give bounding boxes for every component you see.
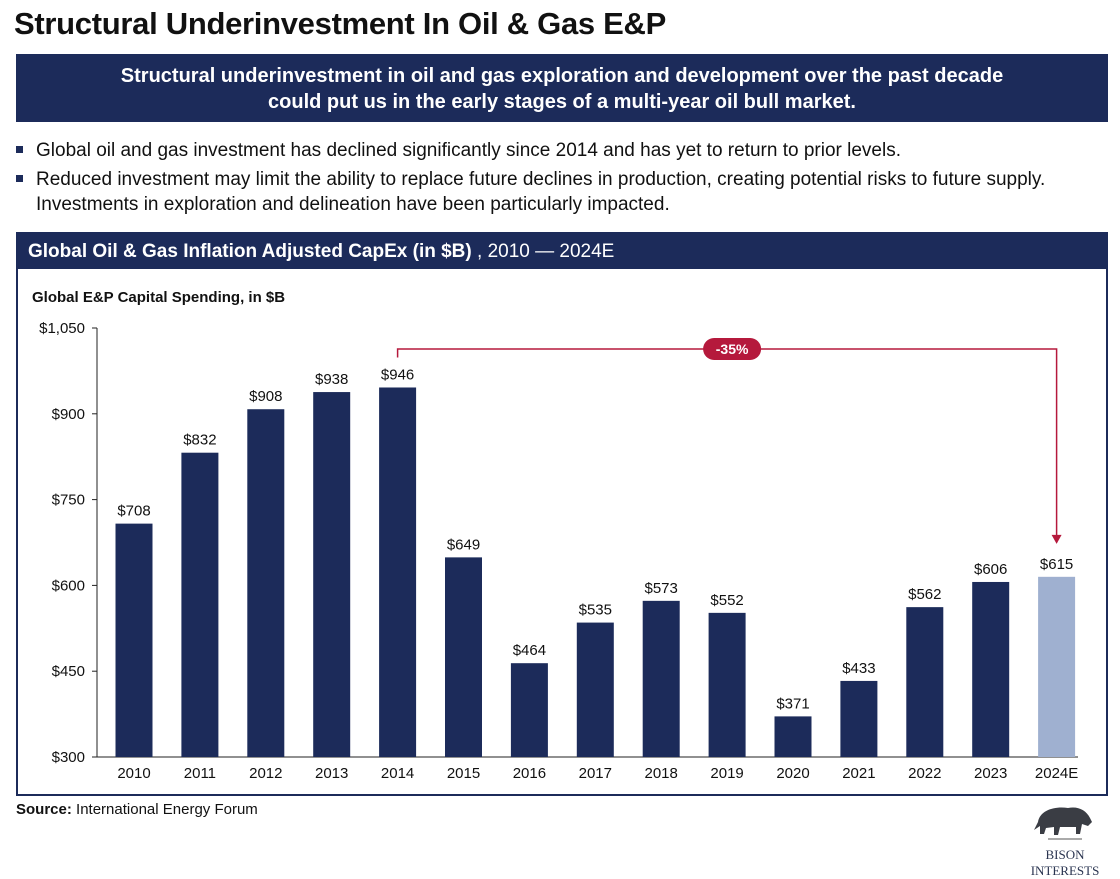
bar-2022 [906, 607, 944, 757]
y-tick-label: $900 [52, 406, 85, 423]
data-label: $573 [645, 580, 678, 597]
source-note: Source: International Energy Forum [16, 801, 258, 818]
x-tick-label: 2016 [513, 765, 546, 782]
bar-2012 [247, 409, 285, 757]
data-label: $562 [908, 586, 941, 603]
x-tick-label: 2020 [776, 765, 809, 782]
data-label: $552 [710, 592, 743, 609]
bar-2017 [576, 622, 614, 757]
bar-2014 [379, 387, 417, 757]
data-label: $649 [447, 536, 480, 553]
data-label: $832 [183, 432, 216, 449]
x-tick-label: 2017 [579, 765, 612, 782]
bar-2016 [510, 663, 548, 757]
bullet-list: Global oil and gas investment has declin… [16, 138, 1106, 221]
x-tick-label: 2024E [1035, 765, 1078, 782]
bison-logo: BISON INTERESTS [1010, 800, 1120, 879]
bar-2018 [642, 600, 680, 757]
change-badge [703, 338, 762, 360]
y-tick-label: $750 [52, 492, 85, 509]
logo-text: BISON INTERESTS [1030, 847, 1100, 878]
y-tick-label: $450 [52, 663, 85, 680]
x-tick-label: 2013 [315, 765, 348, 782]
bar-2023 [972, 581, 1010, 757]
source-text: International Energy Forum [71, 801, 258, 818]
data-label: $464 [513, 642, 546, 659]
x-tick-label: 2015 [447, 765, 480, 782]
banner-line: could put us in the early stages of a mu… [268, 91, 856, 113]
y-tick-label: $300 [52, 749, 85, 766]
bar-2024E [1038, 576, 1076, 757]
data-label: $615 [1040, 556, 1073, 573]
x-tick-label: 2019 [710, 765, 743, 782]
page-title: Structural Underinvestment In Oil & Gas … [14, 6, 667, 41]
bar-2013 [313, 392, 351, 757]
change-badge-label: -35% [716, 341, 749, 357]
bar-2021 [840, 680, 878, 757]
data-label: $908 [249, 388, 282, 405]
bar-2019 [708, 612, 746, 757]
data-label: $535 [579, 602, 612, 619]
bullet-item: Global oil and gas investment has declin… [16, 138, 1106, 163]
summary-banner: Structural underinvestment in oil and ga… [16, 54, 1108, 122]
y-tick-label: $1,050 [39, 320, 85, 337]
chart-header-range: , 2010 — 2024E [471, 241, 615, 262]
data-label: $433 [842, 660, 875, 677]
chart-header: Global Oil & Gas Inflation Adjusted CapE… [18, 234, 1106, 269]
x-tick-label: 2018 [645, 765, 678, 782]
data-label: $371 [776, 695, 809, 712]
bar-2015 [445, 557, 482, 757]
data-label: $946 [381, 366, 414, 383]
x-tick-label: 2010 [117, 765, 150, 782]
x-tick-label: 2012 [249, 765, 282, 782]
bar-2020 [774, 716, 812, 757]
x-tick-label: 2014 [381, 765, 414, 782]
arrow-head-icon [1051, 534, 1062, 544]
bar-2011 [181, 452, 219, 757]
banner-line: Structural underinvestment in oil and ga… [120, 65, 1004, 87]
data-label: $938 [315, 371, 348, 388]
data-label: $606 [974, 561, 1007, 578]
chart-title: Global E&P Capital Spending, in $B [32, 289, 286, 306]
chart-header-title: Global Oil & Gas Inflation Adjusted CapE… [28, 241, 472, 262]
bullet-text: Reduced investment may limit the ability… [36, 169, 1046, 215]
data-label: $708 [117, 503, 150, 520]
bullet-item: Reduced investment may limit the ability… [16, 167, 1106, 217]
bullet-square-icon [16, 175, 23, 182]
x-tick-label: 2011 [184, 765, 216, 782]
x-tick-label: 2023 [974, 765, 1007, 782]
y-tick-label: $600 [52, 577, 85, 594]
x-tick-label: 2022 [908, 765, 941, 782]
bar-2010 [115, 523, 153, 757]
bullet-square-icon [16, 146, 23, 153]
bison-icon [1034, 807, 1092, 840]
chart-panel: Global Oil & Gas Inflation Adjusted CapE… [16, 232, 1108, 796]
bullet-text: Global oil and gas investment has declin… [36, 140, 901, 161]
change-bracket [396, 348, 1058, 539]
x-tick-label: 2021 [842, 765, 875, 782]
bar-chart: $300 $450 $600 $750 $900 $1,050 $708 2010 $832 20… [39, 320, 1078, 782]
source-label: Source: [16, 801, 72, 818]
